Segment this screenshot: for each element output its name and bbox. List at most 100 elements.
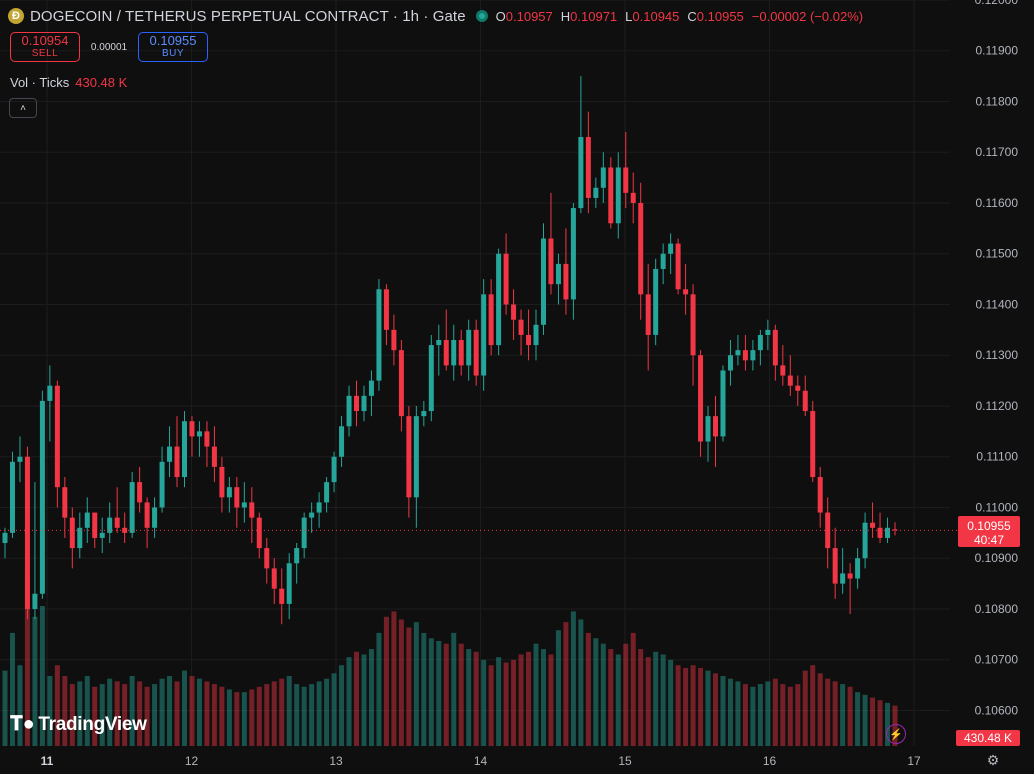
candle: [735, 334, 741, 366]
candle: [84, 497, 90, 544]
candle: [309, 502, 315, 533]
volume-last-label: 430.48 K: [956, 730, 1020, 746]
candle: [795, 375, 801, 406]
volume-bar: [354, 651, 360, 746]
time-axis[interactable]: 11 12 13 14 15 16 17: [41, 754, 921, 768]
market-status-icon[interactable]: [475, 10, 488, 22]
candle: [698, 350, 704, 457]
candle-body: [256, 517, 262, 549]
symbol-title[interactable]: DOGECOIN / TETHERUS PERPETUAL CONTRACT ·…: [30, 7, 466, 25]
candle-body: [750, 350, 756, 361]
volume-bar: [488, 665, 494, 746]
candle: [271, 558, 277, 604]
candle: [413, 405, 419, 528]
candle-body: [241, 502, 247, 508]
candle: [780, 345, 786, 386]
volume-bar: [787, 686, 793, 746]
candle-body: [144, 502, 150, 528]
volume-bar: [840, 684, 846, 746]
volume-bar: [421, 632, 427, 746]
volume-bar: [600, 643, 606, 746]
volume-bar: [750, 686, 756, 746]
volume-bar: [548, 654, 554, 746]
candle-body: [600, 167, 606, 188]
candle-body: [847, 573, 853, 579]
volume-bar: [346, 657, 352, 746]
candle: [585, 111, 591, 214]
candle: [152, 497, 158, 538]
volume-bar: [526, 651, 532, 746]
volume-bar: [137, 681, 143, 746]
candle: [623, 131, 629, 209]
candle-body: [540, 238, 546, 325]
volume-bar: [167, 676, 173, 746]
candle: [578, 76, 584, 214]
candle-body: [99, 532, 105, 538]
volume-bar: [698, 667, 704, 746]
candle: [398, 340, 404, 432]
volume-bar: [2, 670, 8, 746]
candle-body: [772, 329, 778, 366]
candle-body: [167, 446, 173, 462]
candle: [757, 329, 763, 366]
price-tick-label: 0.11800: [976, 94, 1019, 108]
candle: [840, 548, 846, 594]
volume-legend[interactable]: Vol · Ticks 430.48 K: [10, 75, 127, 90]
candle-body: [309, 512, 315, 518]
candle-body: [324, 482, 330, 503]
buy-button[interactable]: 0.10955 BUY: [138, 32, 208, 62]
candle: [690, 284, 696, 386]
gear-icon[interactable]: ⚙: [986, 751, 1000, 768]
tradingview-logo[interactable]: 𝐓● TradingView: [10, 713, 147, 736]
candle: [39, 390, 45, 599]
price-tick-label: 0.11000: [976, 500, 1019, 514]
candle: [451, 324, 457, 381]
candle: [361, 385, 367, 422]
lightning-icon[interactable]: ⚡: [886, 724, 906, 744]
candle-body: [526, 334, 532, 346]
candle-body: [339, 426, 345, 457]
candle-body: [152, 507, 158, 528]
volume-bar: [847, 686, 853, 746]
candle: [481, 279, 487, 391]
volume-bar: [832, 681, 838, 746]
candle-body: [765, 329, 771, 335]
tradingview-mark-icon: 𝐓●: [10, 713, 35, 735]
volume-bar: [825, 678, 831, 746]
dogecoin-icon: Ð: [8, 8, 24, 24]
candle-body: [496, 253, 502, 346]
volume-bar: [660, 654, 666, 746]
price-tick-label: 0.10700: [975, 653, 1019, 667]
candle-body: [137, 482, 143, 503]
volume-bar: [727, 678, 733, 746]
candle: [473, 319, 479, 386]
candle-body: [47, 385, 53, 401]
ohlc-key: O: [495, 8, 506, 24]
volume-bar: [301, 686, 307, 746]
candle: [533, 309, 539, 361]
candle: [204, 421, 210, 467]
candle-body: [39, 400, 45, 594]
price-axis[interactable]: 0.12000 0.11900 0.11800 0.11700 0.11600 0.115…: [975, 0, 1019, 717]
volume-bar: [129, 676, 135, 746]
candle: [772, 324, 778, 381]
candle: [540, 223, 546, 335]
candle: [24, 446, 30, 620]
last-price-label: 0.10955 40:47: [958, 516, 1020, 547]
candle: [825, 497, 831, 569]
candle-body: [653, 268, 659, 335]
ohlc-value: 0.10971: [570, 8, 618, 24]
candle: [226, 477, 232, 513]
sell-label: SELL: [31, 48, 59, 59]
candle-body: [757, 334, 763, 351]
sell-button[interactable]: 0.10954 SELL: [10, 32, 80, 62]
volume-bar: [496, 657, 502, 746]
price-tick-label: 0.11700: [976, 145, 1019, 159]
candle: [660, 243, 666, 285]
collapse-legend-button[interactable]: ˄: [9, 98, 37, 118]
volume-bar: [226, 689, 232, 746]
candle-body: [840, 573, 846, 584]
volume-bar: [376, 632, 382, 746]
volume-bar: [570, 611, 576, 746]
